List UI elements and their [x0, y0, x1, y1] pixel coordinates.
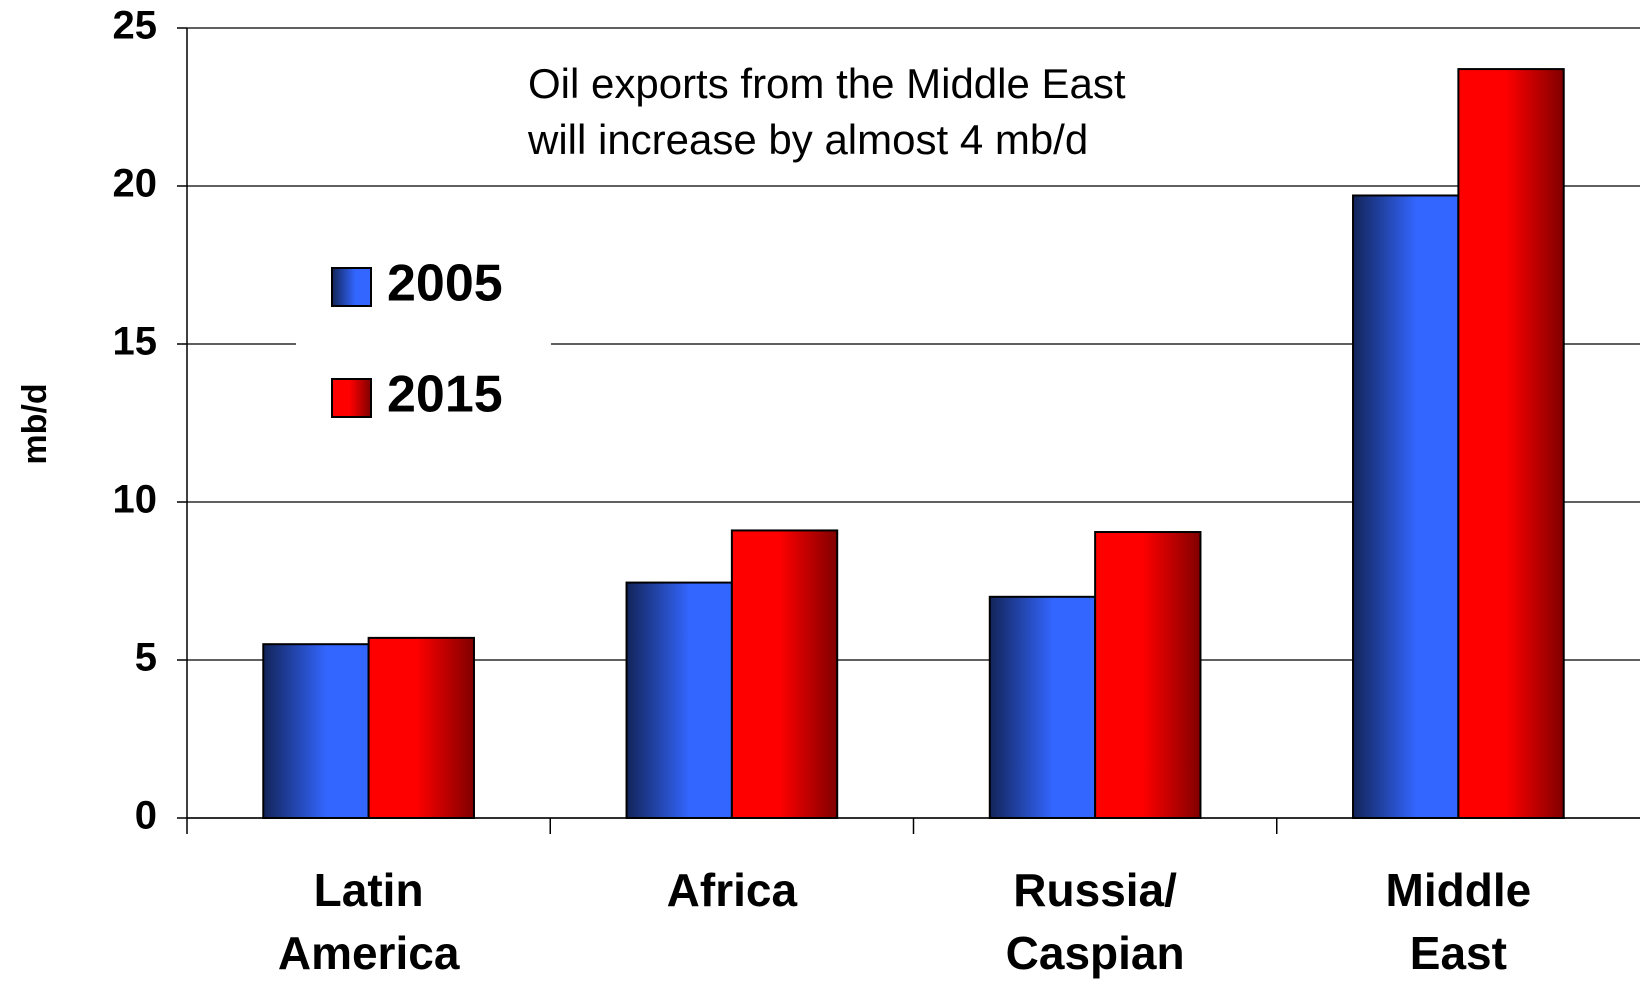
y-axis-label: mb/d [16, 383, 54, 464]
y-tick-label: 5 [135, 636, 157, 680]
bar [1094, 531, 1202, 820]
y-tick-label: 15 [113, 320, 158, 364]
bar [367, 636, 475, 819]
y-tick-label: 20 [113, 162, 158, 206]
x-tick-label: Latin America [278, 864, 460, 979]
y-tick-label: 10 [113, 478, 158, 522]
bar [625, 581, 733, 820]
legend-swatch [331, 267, 372, 307]
bar [262, 643, 370, 820]
annotation: will increase by almost 4 mb/d [527, 116, 1088, 163]
bar [730, 529, 839, 819]
x-tick-label: Africa [667, 864, 798, 916]
y-tick-label: 0 [135, 794, 157, 838]
bar [988, 595, 1097, 819]
legend-label: 2015 [387, 366, 503, 424]
bar [1352, 194, 1460, 820]
y-tick-label: 25 [113, 4, 158, 48]
x-tick-label: Middle East [1386, 864, 1532, 979]
x-tick-label: Russia/Caspian [1006, 864, 1185, 979]
legend-swatch [331, 378, 372, 418]
annotation: Oil exports from the Middle East [528, 60, 1126, 107]
legend-label: 2005 [387, 255, 503, 313]
bar [1457, 68, 1565, 819]
